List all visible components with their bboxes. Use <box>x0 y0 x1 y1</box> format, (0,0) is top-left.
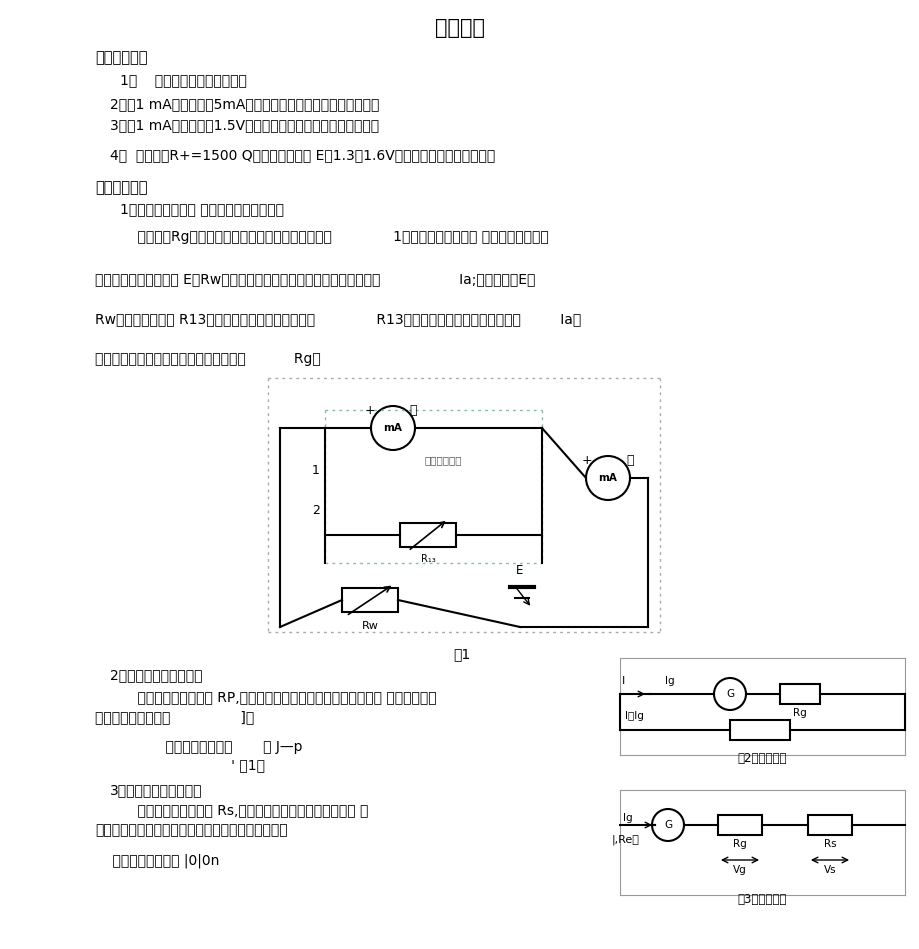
Text: Rg: Rg <box>732 839 746 849</box>
Text: |,Re。: |,Re。 <box>611 835 640 846</box>
Text: Vg: Vg <box>732 865 746 875</box>
Text: I－Ig: I－Ig <box>624 711 643 721</box>
Circle shape <box>370 406 414 450</box>
Text: I: I <box>621 676 625 686</box>
Text: G: G <box>664 820 672 830</box>
Text: mA: mA <box>383 423 402 433</box>
Text: +: + <box>581 454 592 467</box>
Text: 并联分流电阻大小       口 J—p: 并联分流电阻大小 口 J—p <box>148 740 302 754</box>
Text: －: － <box>626 454 633 467</box>
Circle shape <box>652 809 683 841</box>
Text: 图3电压表改装: 图3电压表改装 <box>736 893 786 906</box>
Text: Rg: Rg <box>792 708 806 718</box>
Circle shape <box>585 456 630 500</box>
Text: 图2电流表改装: 图2电流表改装 <box>736 752 786 765</box>
Text: 微安表串联分压电阻 Rs,使大部分电压降落在串联的分压 电: 微安表串联分压电阻 Rs,使大部分电压降落在串联的分压 电 <box>119 803 368 817</box>
Text: 【实验目的】: 【实验目的】 <box>95 50 147 65</box>
Text: 图1: 图1 <box>453 647 471 661</box>
Text: 1、表头的主要参数 （量程和内阻）的测定: 1、表头的主要参数 （量程和内阻）的测定 <box>119 202 284 216</box>
Text: 实验报告: 实验报告 <box>435 18 484 38</box>
Text: Vs: Vs <box>823 865 835 875</box>
Text: 被改装电流计: 被改装电流计 <box>424 455 461 465</box>
Text: 2、毫安表改装成电流表: 2、毫安表改装成电流表 <box>110 668 202 682</box>
Text: 2、将1 mA表头改装成5mA的电流表，学会校准电流表基本方法: 2、将1 mA表头改装成5mA的电流表，学会校准电流表基本方法 <box>110 97 379 111</box>
Text: 中时，选择适当的电压 E和Rw值使表头满偏，记下此时标准电流表的读数                  Ia;不改变电压E和: 中时，选择适当的电压 E和Rw值使表头满偏，记下此时标准电流表的读数 Ia;不改… <box>95 272 535 286</box>
FancyBboxPatch shape <box>400 523 456 547</box>
Text: 1: 1 <box>312 463 320 476</box>
Text: G: G <box>725 689 733 699</box>
Text: ' （1）: ' （1） <box>148 758 265 772</box>
Text: Ig: Ig <box>664 676 674 686</box>
Text: Rw的值，用电阻箱 R13替代被测电流计，调节电阻箱              R13的阻值使标准电流表的读数仍为         Ia，: Rw的值，用电阻箱 R13替代被测电流计，调节电阻箱 R13的阻值使标准电流表的… <box>95 312 581 326</box>
Text: 【实验原理】: 【实验原理】 <box>95 180 147 195</box>
Text: +: + <box>364 403 375 417</box>
Text: 此时电阻箱的阻值即为被测电流计的内阻           Rg。: 此时电阻箱的阻值即为被测电流计的内阻 Rg。 <box>95 352 321 366</box>
Text: 1、    测量表头内阻及满度电流: 1、 测量表头内阻及满度电流 <box>119 73 246 87</box>
Text: 3、毫安表改装成电压表: 3、毫安表改装成电压表 <box>110 783 202 797</box>
Text: Rs: Rs <box>823 839 835 849</box>
Circle shape <box>713 678 745 710</box>
FancyBboxPatch shape <box>779 684 819 704</box>
Text: Rw: Rw <box>361 621 378 631</box>
FancyBboxPatch shape <box>807 815 851 835</box>
Text: 串联分压电压大小 |0|0n: 串联分压电压大小 |0|0n <box>95 853 219 867</box>
Text: 2: 2 <box>312 504 320 516</box>
FancyBboxPatch shape <box>717 815 761 835</box>
Text: 3、将1 mA表头改装成1.5V的电压表，学会校准电压表基本方法: 3、将1 mA表头改装成1.5V的电压表，学会校准电压表基本方法 <box>110 118 379 132</box>
Text: 微安表并联分流电阻 RP,使被测电流大部分从分流电阻流过，表 头仍保持原来: 微安表并联分流电阻 RP,使被测电流大部分从分流电阻流过，表 头仍保持原来 <box>119 690 437 704</box>
Text: Ig: Ig <box>622 813 632 823</box>
FancyBboxPatch shape <box>342 588 398 612</box>
Text: －: － <box>409 403 416 417</box>
Text: 压上，而微安表上的电压降仍不超过原来的电压量程: 压上，而微安表上的电压降仍不超过原来的电压量程 <box>95 823 288 837</box>
Text: E: E <box>516 564 523 577</box>
Text: 4、  设计一个R+=1500 Q的欧姆表，要求 E在1.3～1.6V范围内使用能调零（选做）: 4、 设计一个R+=1500 Q的欧姆表，要求 E在1.3～1.6V范围内使用能… <box>110 148 494 162</box>
Text: 测量内阻Rg的方法很多，本实验采用替代法。如图              1所示。当被改电流计 （表头）接在电路: 测量内阻Rg的方法很多，本实验采用替代法。如图 1所示。当被改电流计 （表头）接… <box>119 230 548 244</box>
Text: mA: mA <box>598 473 617 483</box>
FancyBboxPatch shape <box>729 720 789 740</box>
Text: 允许通过的最大电流                ]。: 允许通过的最大电流 ]。 <box>95 710 254 724</box>
Text: R₁₃: R₁₃ <box>420 554 435 564</box>
